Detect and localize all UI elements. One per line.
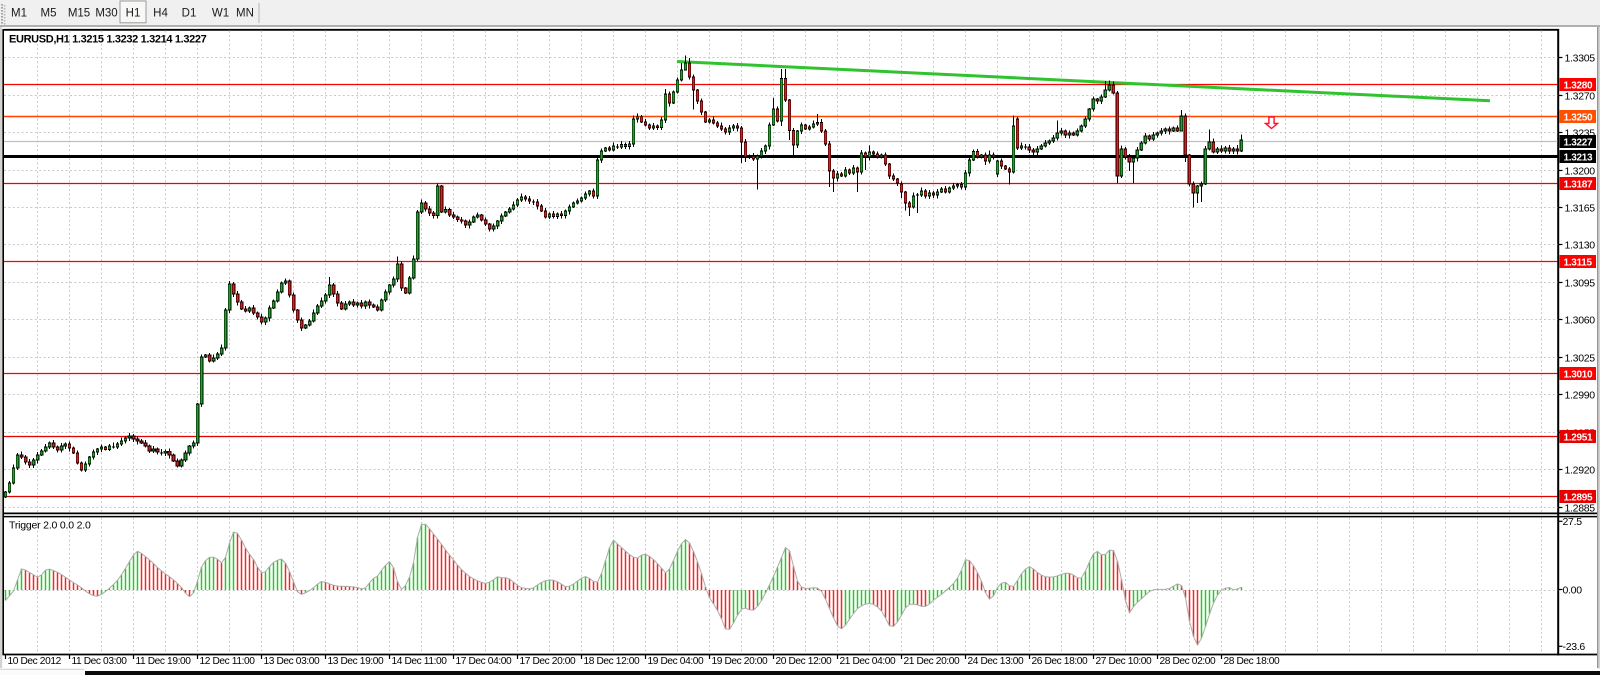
svg-text:EURUSD,H1 1.3215 1.3232 1.321: EURUSD,H1 1.3215 1.3232 1.3214 1.3227	[9, 34, 207, 46]
svg-text:17 Dec 20:00: 17 Dec 20:00	[520, 656, 577, 667]
svg-text:1.3130: 1.3130	[1565, 239, 1596, 251]
svg-text:M1: M1	[11, 8, 27, 20]
svg-text:19 Dec 04:00: 19 Dec 04:00	[648, 656, 705, 667]
svg-text:-23.6: -23.6	[1563, 641, 1586, 653]
svg-text:D1: D1	[182, 8, 197, 20]
svg-text:1.3213: 1.3213	[1564, 152, 1594, 163]
svg-text:1.3227: 1.3227	[1564, 137, 1594, 148]
svg-text:19 Dec 20:00: 19 Dec 20:00	[712, 656, 769, 667]
svg-text:W1: W1	[212, 8, 229, 20]
svg-text:1.3115: 1.3115	[1564, 257, 1593, 268]
svg-text:1.3165: 1.3165	[1565, 202, 1596, 214]
svg-text:13 Dec 19:00: 13 Dec 19:00	[328, 656, 385, 667]
svg-text:24 Dec 13:00: 24 Dec 13:00	[968, 656, 1025, 667]
svg-text:20 Dec 12:00: 20 Dec 12:00	[776, 656, 833, 667]
svg-text:1.3060: 1.3060	[1565, 314, 1596, 326]
svg-text:14 Dec 11:00: 14 Dec 11:00	[392, 656, 448, 667]
svg-text:28 Dec 18:00: 28 Dec 18:00	[1224, 656, 1281, 667]
svg-text:1.2885: 1.2885	[1565, 502, 1596, 514]
svg-text:1.3305: 1.3305	[1565, 52, 1596, 64]
svg-text:1.3270: 1.3270	[1565, 90, 1596, 102]
svg-text:11 Dec 19:00: 11 Dec 19:00	[136, 656, 192, 667]
svg-text:MN: MN	[236, 8, 254, 20]
svg-text:H4: H4	[153, 8, 168, 20]
svg-text:1.3095: 1.3095	[1565, 277, 1596, 289]
svg-text:1.3187: 1.3187	[1564, 179, 1594, 190]
svg-text:1.2990: 1.2990	[1565, 389, 1596, 401]
svg-text:10 Dec 2012: 10 Dec 2012	[8, 656, 62, 667]
svg-text:27 Dec 10:00: 27 Dec 10:00	[1096, 656, 1153, 667]
svg-text:18 Dec 12:00: 18 Dec 12:00	[584, 656, 641, 667]
svg-text:1.3280: 1.3280	[1564, 80, 1594, 91]
svg-text:12 Dec 11:00: 12 Dec 11:00	[200, 656, 256, 667]
svg-text:H1: H1	[126, 8, 141, 20]
svg-text:M30: M30	[95, 8, 117, 20]
svg-text:1.3010: 1.3010	[1564, 369, 1594, 380]
svg-text:28 Dec 02:00: 28 Dec 02:00	[1160, 656, 1217, 667]
svg-text:1.2895: 1.2895	[1564, 492, 1594, 503]
svg-text:0.00: 0.00	[1563, 584, 1583, 596]
svg-text:1.2951: 1.2951	[1564, 432, 1594, 443]
svg-text:17 Dec 04:00: 17 Dec 04:00	[456, 656, 513, 667]
svg-text:1.3250: 1.3250	[1564, 112, 1594, 123]
svg-text:Trigger 2.0 0.0 2.0: Trigger 2.0 0.0 2.0	[9, 520, 91, 532]
svg-text:13 Dec 03:00: 13 Dec 03:00	[264, 656, 321, 667]
svg-text:M15: M15	[68, 8, 90, 20]
svg-text:21 Dec 20:00: 21 Dec 20:00	[904, 656, 961, 667]
svg-text:M5: M5	[41, 8, 57, 20]
svg-text:1.3200: 1.3200	[1565, 165, 1596, 177]
svg-text:1.3025: 1.3025	[1565, 352, 1596, 364]
svg-text:11 Dec 03:00: 11 Dec 03:00	[72, 656, 128, 667]
svg-text:27.5: 27.5	[1563, 516, 1583, 528]
svg-text:1.2920: 1.2920	[1565, 464, 1596, 476]
svg-text:26 Dec 18:00: 26 Dec 18:00	[1032, 656, 1089, 667]
svg-text:21 Dec 04:00: 21 Dec 04:00	[840, 656, 897, 667]
